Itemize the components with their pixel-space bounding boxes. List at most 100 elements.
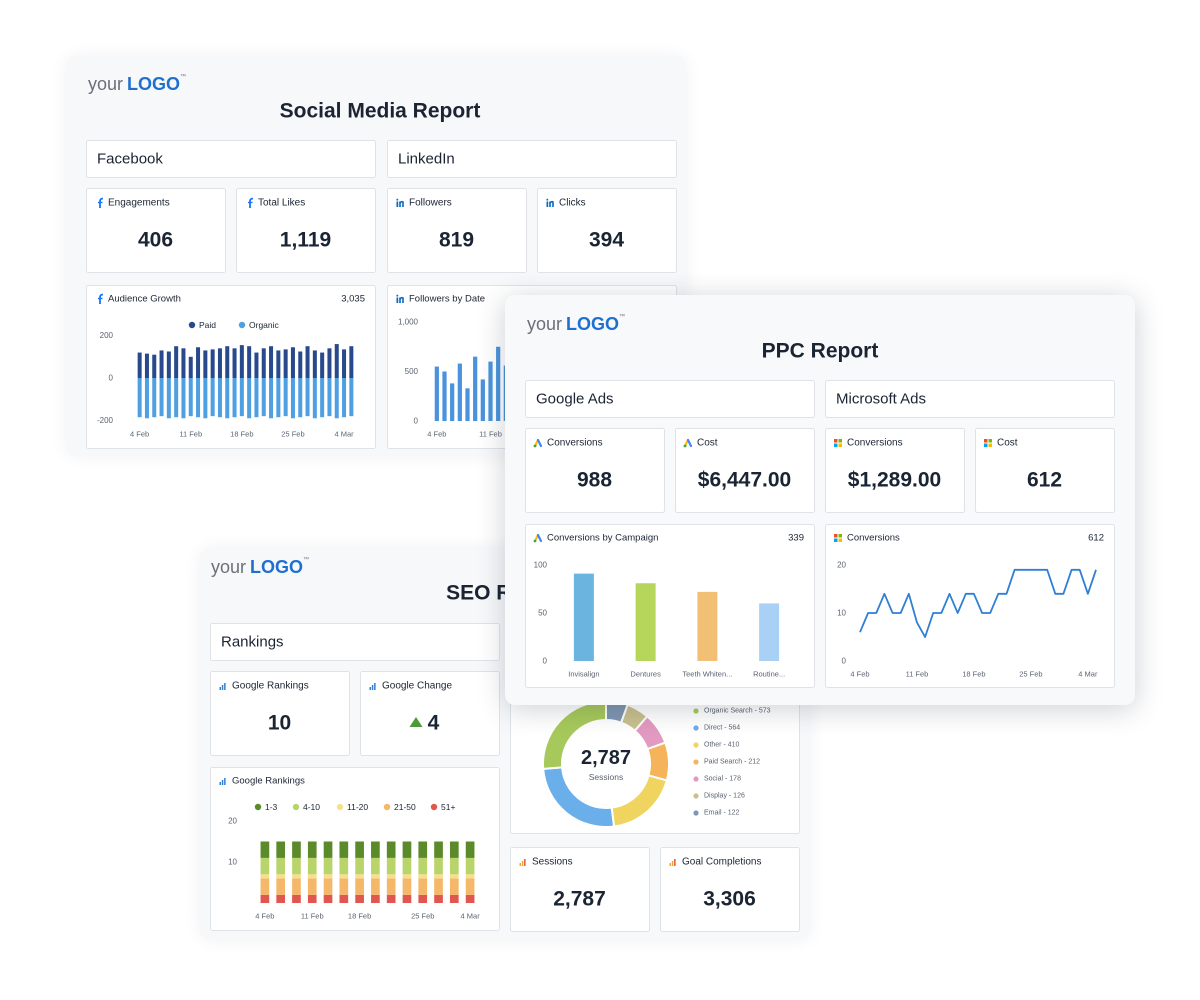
bar [196,347,201,378]
bar [166,351,171,378]
bar-icon [224,683,226,690]
bar [355,894,364,903]
kpi-value: 3,306 [703,888,756,911]
panel [525,380,815,418]
bar [323,874,333,879]
bar [239,345,244,378]
x-tick-label: 18 Feb [230,430,253,439]
bar [290,378,295,419]
legend-label: Paid Search - 212 [704,759,760,766]
bar [254,378,259,418]
bar [159,350,164,378]
bar [260,857,270,875]
kpi-label: Sessions [532,857,573,868]
bar [181,378,186,419]
panel [975,428,1115,513]
microsoft-icon [988,443,992,447]
bar [371,874,380,879]
bar [247,346,252,378]
bar [174,346,179,378]
legend-swatch [693,759,699,765]
microsoft-icon [988,439,992,443]
google-ads-icon [533,444,537,448]
bar [488,361,493,421]
bar [465,894,475,903]
kpi-value: 612 [1027,469,1062,492]
kpi-label: Goal Completions [682,857,761,868]
kpi-value: 394 [589,229,624,252]
bar [269,378,274,419]
bar [174,378,179,418]
y-tick-label: 0 [109,374,114,383]
bar [305,346,310,378]
x-tick-label: 4 Feb [255,912,274,921]
facebook-icon [249,197,254,208]
legend-label: Other - 410 [704,742,740,749]
bar [355,841,364,858]
y-tick-label: 50 [538,609,547,618]
section-title: Rankings [221,634,284,651]
panel [525,428,665,513]
google-ads-icon [536,533,543,543]
chart-title: Conversions [847,533,900,544]
panel [510,847,650,932]
bar [371,894,380,903]
bar [269,346,274,378]
bar [480,379,485,421]
report: your LOGO™ PPC Report Google Ads Microsoft A… [525,313,1115,688]
linkedin-icon [546,198,549,201]
bar [434,857,443,875]
legend-swatch [693,776,699,782]
linkedin-icon [549,200,554,207]
bar [320,352,325,378]
kpi-value: $6,447.00 [698,469,791,492]
chart-total: 339 [788,533,804,544]
section-title: Facebook [97,151,163,168]
bar [307,874,317,879]
bar [232,378,237,418]
x-tick-label: 4 Feb [130,430,149,439]
x-tick-label: 11 Feb [301,912,324,921]
microsoft-icon [838,538,842,542]
panel [825,524,1115,688]
legend-swatch [693,725,699,731]
bar [635,583,656,661]
legend-label: 1-3 [265,802,278,812]
kpi-value: 406 [138,229,173,252]
legend-label: 51+ [441,802,455,812]
bar [386,878,396,895]
panel [210,623,500,661]
kpi-value: 819 [439,229,474,252]
bar [473,356,478,421]
google-ads-icon [536,438,543,448]
report-canvas: your LOGO™ PPC Report Google Ads Microsoft A… [525,313,1115,688]
logo-prefix: your [88,74,123,94]
bar [450,383,455,421]
kpi-label: Conversions [847,438,903,449]
legend-label: Organic Search - 573 [704,708,771,715]
kpi-value: $1,289.00 [848,469,941,492]
y-tick-label: 0 [543,657,548,666]
linkedin-icon [396,198,399,201]
bar-icon [669,863,671,866]
google-ads-icon [683,444,687,448]
x-tick-label: 4 Mar [1078,670,1098,679]
legend-label: Paid [199,320,216,330]
logo-mark: ™ [180,73,186,80]
legend-swatch [693,793,699,799]
x-tick-label: 11 Feb [179,430,202,439]
microsoft-icon [838,439,842,443]
bar [307,878,317,895]
microsoft-icon [834,443,838,447]
logo-mark: ™ [619,313,625,320]
bar [196,378,201,418]
bar [402,894,412,903]
bar [290,347,295,378]
bar [283,378,288,417]
legend-label: 4-10 [303,802,320,812]
kpi-label: Followers [409,198,452,209]
bar [239,378,244,417]
bar [402,874,412,879]
bar [349,346,354,378]
